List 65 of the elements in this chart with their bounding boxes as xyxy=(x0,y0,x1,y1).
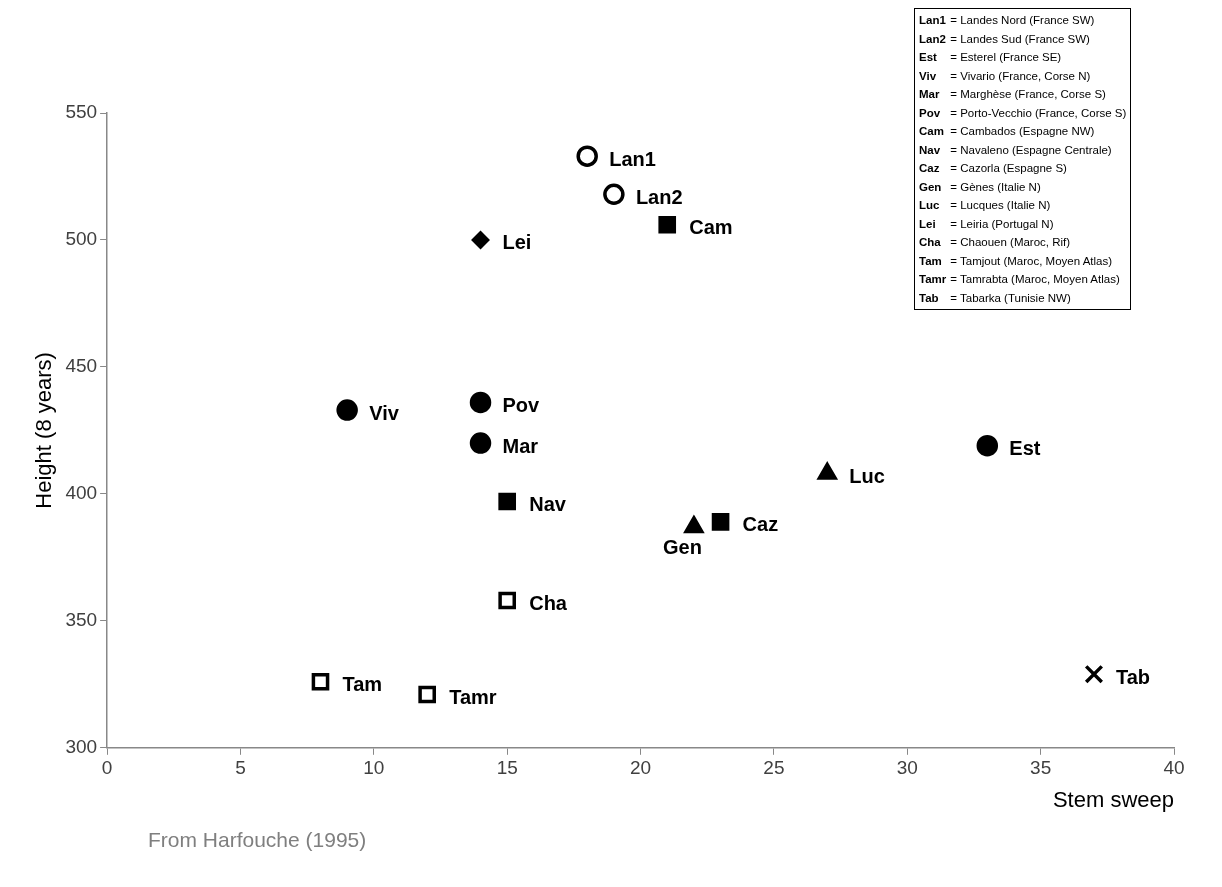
annotation: Pov = Porto-Vecchio (France, Corse S) xyxy=(919,105,1127,121)
annotation: Cam xyxy=(689,216,733,239)
text: Lan2 = Landes Sud (France SW) xyxy=(919,31,1091,47)
annotation: Cam = Cambados (Espagne NW) xyxy=(919,124,1096,139)
point xyxy=(498,591,517,610)
annotation: Nav xyxy=(529,493,567,516)
point xyxy=(471,231,490,249)
annotation: Tamr xyxy=(449,685,497,708)
x-tick-label: 0 xyxy=(101,757,113,779)
y-tick-label: 500 xyxy=(65,228,98,250)
y-tick-label: 450 xyxy=(65,355,98,377)
annotation: Tab xyxy=(1115,665,1151,688)
y-tick-label: 550 xyxy=(65,101,98,123)
annotation: Nav = Navaleno (Espagne Centrale) xyxy=(919,142,1113,158)
text: Mar = Marghèse (France, Corse S) xyxy=(919,87,1107,102)
point xyxy=(658,215,677,234)
annotation: Caz = Cazorla (Espagne S) xyxy=(919,161,1068,176)
point xyxy=(603,183,625,205)
annotation: Gen = Gènes (Italie N) xyxy=(919,179,1042,195)
point xyxy=(711,512,730,531)
point xyxy=(418,685,436,704)
annotation: Tab = Tabarka (Tunisie NW) xyxy=(919,290,1072,306)
point xyxy=(469,432,492,454)
annotation: Caz xyxy=(742,513,779,536)
annotation: Tam xyxy=(342,673,383,696)
point xyxy=(469,391,492,414)
point xyxy=(1084,664,1104,684)
x-axis-title: Stem sweep xyxy=(1052,786,1174,812)
x-tick-label: 20 xyxy=(629,757,652,779)
y-tick-label: 300 xyxy=(65,736,98,758)
annotation: Viv xyxy=(369,401,400,424)
x-tick-label: 40 xyxy=(1163,757,1185,779)
y-axis-title: Height (8 years) xyxy=(31,352,57,509)
annotation: Mar xyxy=(502,434,539,457)
text: Lan1 = Landes Nord (France SW) xyxy=(919,13,1096,28)
x-tick-label: 30 xyxy=(896,757,918,779)
annotation: Luc xyxy=(849,465,885,488)
annotation: Lan2 xyxy=(635,185,683,208)
x-tick-label: 25 xyxy=(763,757,785,779)
x-tick-label: 10 xyxy=(363,757,385,779)
y-tick-label: 400 xyxy=(65,482,98,504)
annotation: Luc = Lucques (Italie N) xyxy=(919,198,1052,213)
point xyxy=(311,672,330,691)
annotation: Est xyxy=(1009,437,1041,460)
annotation: Cha xyxy=(529,592,568,615)
point xyxy=(684,516,704,534)
text: From Harfouche (1995) xyxy=(148,828,367,852)
y-tick-label: 350 xyxy=(65,609,98,631)
annotation: Pov xyxy=(502,393,541,416)
point xyxy=(976,434,999,457)
annotation: Lan1 xyxy=(609,147,656,170)
text: Lei = Leiria (Portugal N) xyxy=(919,217,1054,230)
annotation: Cha = Chaouen (Maroc, Rif) xyxy=(919,235,1072,250)
annotation: Tamr = Tamrabta (Maroc, Moyen Atlas) xyxy=(919,272,1121,287)
x-tick-label: 5 xyxy=(235,757,246,779)
text: Viv = Vivario (France, Corse N) xyxy=(919,69,1091,82)
annotation: Lei xyxy=(502,231,532,254)
point xyxy=(498,492,517,511)
annotation: Gen xyxy=(662,536,702,559)
x-tick-label: 35 xyxy=(1030,757,1052,779)
x-tick-label: 15 xyxy=(496,757,518,779)
point xyxy=(336,399,358,421)
text: Est = Esterel (France SE) xyxy=(919,50,1063,65)
annotation: Tam = Tamjout (Maroc, Moyen Atlas) xyxy=(919,253,1114,269)
point xyxy=(576,145,598,167)
